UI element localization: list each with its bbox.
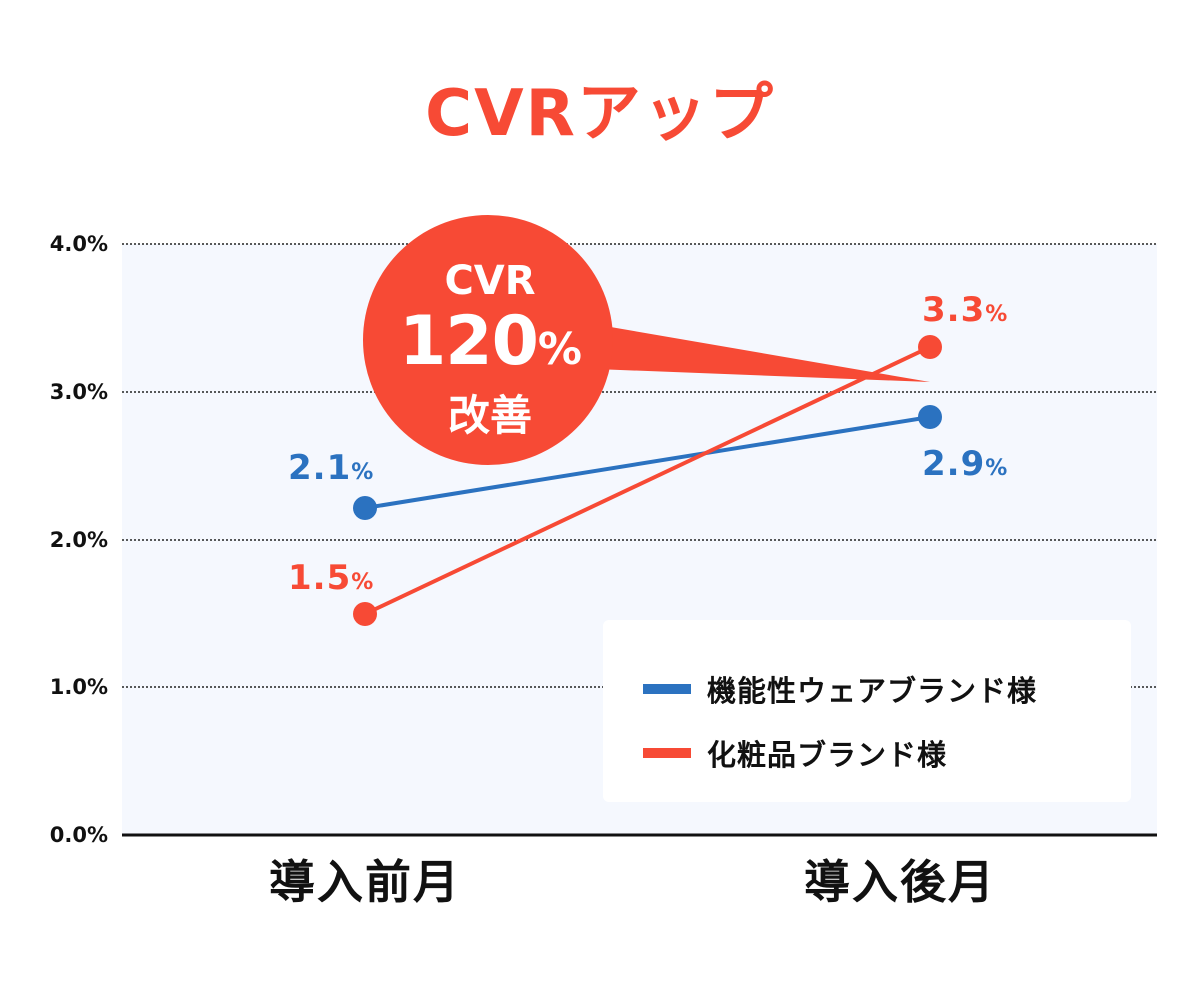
x-tick-before: 導入前月: [269, 855, 461, 909]
series-cosmetics: [353, 335, 942, 626]
series-cosmetics-point-after: [918, 335, 942, 359]
bubble-unit: %: [537, 324, 582, 375]
bubble-circle: [363, 215, 613, 465]
y-tick-1: 1.0%: [49, 675, 108, 699]
legend-swatch-blue: [643, 684, 691, 694]
label-cosmetics-after: 3.3%: [922, 290, 1009, 330]
bubble-line2: 120%: [365, 302, 615, 381]
legend-item-cosmetics: 化粧品ブランド様: [643, 732, 947, 774]
legend-label-cosmetics: 化粧品ブランド様: [707, 738, 948, 772]
series-wear-point-before: [353, 496, 377, 520]
bubble-line3: 改善: [447, 391, 532, 440]
bubble-value: 120: [398, 302, 539, 381]
series-wear: [353, 405, 942, 520]
legend: 機能性ウェアブランド様 化粧品ブランド様: [603, 620, 1131, 802]
x-tick-after: 導入後月: [804, 855, 996, 909]
label-cosmetics-before: 1.5%: [288, 558, 375, 598]
series-cosmetics-line: [364, 345, 931, 616]
legend-label-wear: 機能性ウェアブランド様: [707, 674, 1038, 708]
y-tick-3: 3.0%: [49, 380, 108, 404]
y-tick-2: 2.0%: [49, 528, 108, 552]
chart-title: CVRアップ: [425, 77, 775, 151]
y-tick-4: 4.0%: [49, 232, 108, 256]
bubble-tail: [570, 320, 930, 382]
series-wear-point-after: [918, 405, 942, 429]
y-tick-0: 0.0%: [49, 823, 108, 847]
series-cosmetics-point-before: [353, 602, 377, 626]
legend-swatch-red: [643, 748, 691, 758]
series-wear-line: [364, 415, 931, 510]
legend-item-wear: 機能性ウェアブランド様: [643, 668, 1037, 710]
label-wear-before: 2.1%: [288, 448, 375, 488]
bubble-line1: CVR: [444, 258, 536, 304]
annotation-bubble: [363, 215, 930, 465]
label-wear-after: 2.9%: [922, 444, 1009, 484]
